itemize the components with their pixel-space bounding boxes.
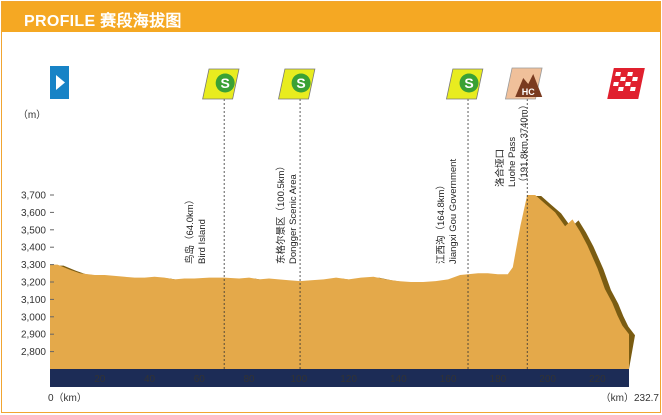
title-bar: PROFILE 赛段海拔图: [2, 2, 660, 32]
annotation-cn: 洛合垭口: [494, 149, 506, 187]
y-tick-label: 3,500: [21, 225, 46, 236]
checker-square: [629, 87, 636, 91]
checker-square: [615, 72, 621, 76]
x-tick-label: 180: [490, 374, 507, 385]
checker-square: [617, 87, 624, 91]
x-tick-label: 160: [440, 374, 457, 385]
sprint-letter-icon: S: [464, 75, 473, 91]
annotation-cn: 东格尔景区（100.5km）: [275, 161, 287, 264]
y-axis-label: （m）: [18, 109, 46, 121]
checkered-pattern-icon: [613, 72, 638, 91]
sprint-letter-icon: S: [296, 75, 305, 91]
x-tick-label: 20: [94, 374, 106, 385]
checker-square: [613, 82, 619, 86]
checker-square: [625, 82, 631, 86]
x-axis-band: [50, 369, 629, 387]
x-tick-label: 140: [390, 374, 407, 385]
y-tick-label: 3,600: [21, 208, 46, 219]
x-start-label: 0（km）: [48, 392, 87, 404]
x-tick-label: 120: [340, 374, 357, 385]
sprint-circle-icon: [215, 73, 235, 93]
y-tick-label: 3,700: [21, 191, 46, 202]
checker-square: [620, 77, 626, 81]
y-tick-label: 2,900: [21, 330, 46, 341]
checker-square: [627, 72, 633, 76]
sprint-circle-icon: [291, 73, 311, 93]
y-tick-label: 3,100: [21, 295, 46, 306]
y-tick-label: 3,200: [21, 278, 46, 289]
x-tick-label: 200: [539, 374, 556, 385]
y-tick-label: 3,300: [21, 260, 46, 271]
x-tick-label: 60: [194, 374, 206, 385]
y-tick-label: 2,800: [21, 347, 46, 358]
elevation-area: [50, 195, 629, 369]
x-tick-label: 220: [589, 374, 606, 385]
y-tick-label: 3,400: [21, 243, 46, 254]
x-end-label: （km）232.7: [601, 392, 660, 404]
mountain-icon: [515, 74, 543, 97]
x-tick-label: 100: [290, 374, 307, 385]
x-tick-label: 40: [144, 374, 156, 385]
annotation-extra: （191.8km,3740m）: [518, 100, 530, 187]
y-tick-label: 3,000: [21, 312, 46, 323]
annotation-en: Luohe Pass: [507, 137, 518, 187]
checker-square: [632, 77, 638, 81]
page-title: PROFILE 赛段海拔图: [24, 13, 182, 30]
play-arrow-icon: [56, 75, 65, 90]
x-tick-label: 80: [243, 374, 255, 385]
hc-label: HC: [522, 87, 535, 97]
sprint-circle-icon: [459, 73, 479, 93]
sprint-letter-icon: S: [221, 75, 230, 91]
annotation-cn: 江西沟（164.8km）: [435, 180, 447, 264]
annotation-en: Dongger Scenic Area: [288, 174, 299, 264]
annotation-cn: 鸟岛（64.0km）: [184, 195, 196, 264]
annotation-en: Bird Island: [197, 219, 208, 264]
annotation-en: Jiangxi Gou Government: [448, 159, 459, 264]
